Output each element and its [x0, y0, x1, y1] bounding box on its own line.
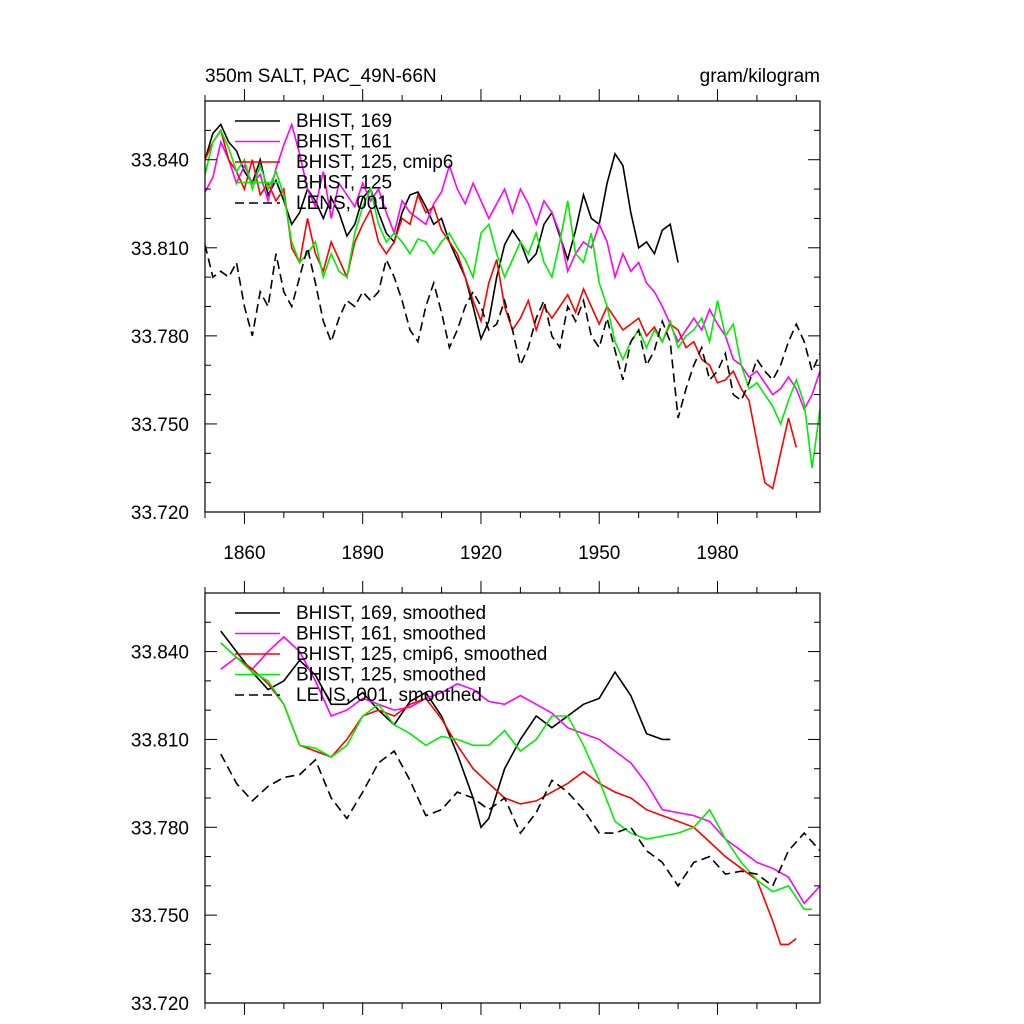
series-line-5: [205, 244, 820, 419]
bottom-panel: 33.720 33.750 33.780 33.810 33.840 BHIST, 16…: [131, 581, 821, 1015]
units-label: gram/kilogram: [700, 66, 820, 87]
x-tick-label: 1860: [223, 543, 265, 564]
y-tick-label: 33.840: [131, 643, 189, 664]
series-line-3: [220, 642, 797, 946]
series-line-2: [220, 635, 820, 905]
legend-label: BHIST, 125, smoothed: [296, 665, 486, 686]
legend-label: BHIST, 125: [296, 173, 392, 194]
series-line-5: [220, 749, 820, 888]
bottom-axes: 33.720 33.750 33.780 33.810 33.840: [131, 581, 821, 1015]
top-axes: 33.720 33.750 33.780 33.810 33.840 1860 1890 19…: [131, 89, 821, 564]
x-tick-label: 1980: [696, 543, 738, 564]
y-tick-label: 33.750: [131, 415, 189, 436]
x-tick-label: 1890: [342, 543, 384, 564]
y-tick-label: 33.810: [131, 730, 189, 751]
x-tick-label: 1920: [460, 543, 502, 564]
legend-label: BHIST, 161, smoothed: [296, 624, 486, 645]
y-tick-label: 33.780: [131, 818, 189, 839]
y-tick-label: 33.840: [131, 151, 189, 172]
x-tick-label: 1950: [578, 543, 620, 564]
series-line-4: [220, 642, 813, 911]
legend-label: BHIST, 161: [296, 132, 392, 153]
series-line-1: [220, 630, 671, 829]
series-line-2: [205, 121, 820, 412]
series-line-3: [205, 128, 798, 490]
series-line-4: [205, 128, 820, 469]
y-tick-label: 33.750: [131, 906, 189, 927]
legend-label: LENS, 001, smoothed: [296, 685, 482, 706]
bottom-series-layer: [220, 630, 820, 946]
y-tick-label: 33.720: [131, 503, 189, 524]
legend-label: BHIST, 169, smoothed: [296, 603, 486, 624]
legend-label: BHIST, 125, cmip6, smoothed: [296, 644, 547, 665]
top-panel: 350m SALT, PAC_49N-66N gram/kilogram 33.…: [131, 66, 821, 564]
y-tick-label: 33.780: [131, 327, 189, 348]
y-tick-label: 33.720: [131, 994, 189, 1015]
legend-label: LENS, 001: [296, 193, 388, 214]
legend-label: BHIST, 125, cmip6: [296, 152, 453, 173]
y-tick-label: 33.810: [131, 239, 189, 260]
legend-label: BHIST, 169: [296, 111, 392, 132]
chart-title: 350m SALT, PAC_49N-66N: [205, 66, 437, 87]
top-series-layer: [205, 121, 820, 490]
